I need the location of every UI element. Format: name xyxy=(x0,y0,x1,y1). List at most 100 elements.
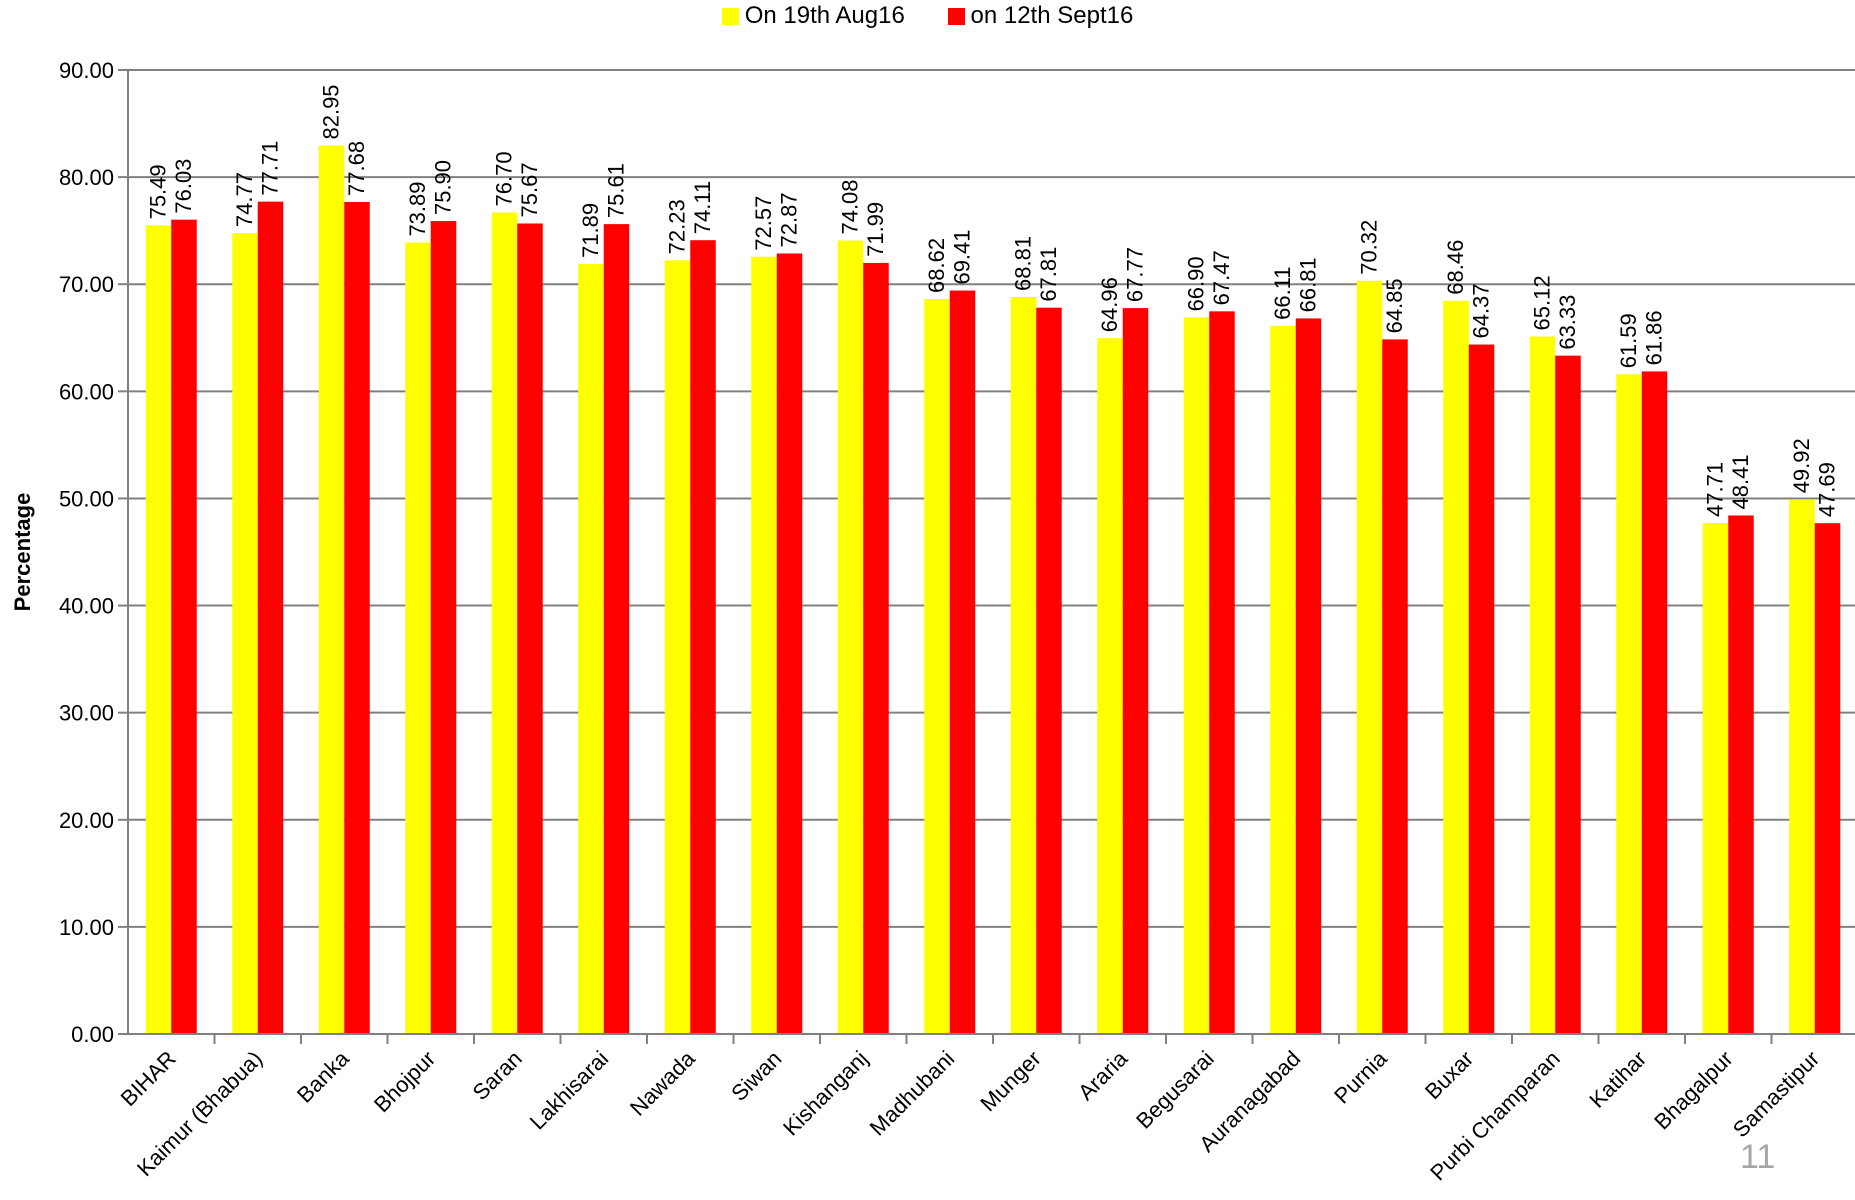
bar-aug xyxy=(578,263,604,1034)
bar-aug xyxy=(1270,325,1296,1035)
data-label: 47.69 xyxy=(1815,462,1840,517)
y-axis-title: Percentage xyxy=(10,493,35,612)
bar-aug xyxy=(924,299,950,1035)
bar-aug xyxy=(232,233,258,1034)
y-tick-label: 30.00 xyxy=(59,701,114,726)
bar-sept xyxy=(1555,355,1581,1034)
x-tick-label: Saran xyxy=(468,1046,527,1105)
x-tick-label: Kishanganj xyxy=(778,1046,873,1141)
y-tick-label: 20.00 xyxy=(59,808,114,833)
bar-aug xyxy=(664,260,691,1035)
x-tick-label: Bhagalpur xyxy=(1649,1046,1738,1135)
data-label: 70.32 xyxy=(1357,220,1382,275)
bar-sept xyxy=(257,201,284,1035)
data-label: 74.11 xyxy=(690,181,715,234)
y-tick-label: 60.00 xyxy=(59,379,114,404)
bar-aug xyxy=(1010,296,1037,1034)
data-label: 65.12 xyxy=(1530,275,1555,330)
bar-sept xyxy=(1036,307,1062,1034)
bar-sept xyxy=(171,219,197,1034)
bar-aug xyxy=(1702,522,1729,1034)
bar-aug xyxy=(837,240,864,1035)
bar-sept xyxy=(1641,371,1668,1035)
data-label: 72.87 xyxy=(777,192,802,247)
x-tick-label: Samastipur xyxy=(1728,1046,1824,1142)
bar-aug xyxy=(1356,280,1383,1034)
bar-aug xyxy=(145,225,172,1035)
data-label: 77.71 xyxy=(258,141,283,196)
data-label: 61.86 xyxy=(1642,310,1667,365)
legend-label-sept: on 12th Sept16 xyxy=(970,2,1134,29)
bar-aug xyxy=(405,242,431,1034)
data-label: 71.99 xyxy=(863,202,888,257)
y-tick-label: 90.00 xyxy=(59,58,114,83)
legend-swatch-sept xyxy=(947,7,965,25)
bar-aug xyxy=(1443,300,1469,1034)
bar-sept xyxy=(1122,308,1149,1034)
data-label: 47.71 xyxy=(1703,462,1728,517)
y-tick-label: 70.00 xyxy=(59,272,114,297)
data-label: 66.81 xyxy=(1296,257,1321,312)
bar-sept xyxy=(1814,523,1841,1034)
bar-aug xyxy=(318,145,345,1035)
x-tick-label: Banka xyxy=(292,1045,354,1107)
bar-sept xyxy=(690,240,716,1034)
legend-item-aug: On 19th Aug16 xyxy=(721,2,905,30)
bar-aug xyxy=(1789,499,1815,1034)
chart-legend: On 19th Aug16 on 12th Sept16 xyxy=(0,2,1855,32)
data-label: 68.46 xyxy=(1443,240,1468,295)
x-tick-label: Buxar xyxy=(1420,1046,1478,1104)
data-label: 76.70 xyxy=(492,151,517,206)
data-label: 74.08 xyxy=(838,179,863,234)
data-label: 66.90 xyxy=(1184,256,1209,311)
bar-aug xyxy=(751,256,777,1034)
data-label: 72.23 xyxy=(665,199,690,254)
data-label: 76.03 xyxy=(171,159,196,214)
data-label: 75.49 xyxy=(146,164,171,219)
legend-label-aug: On 19th Aug16 xyxy=(744,2,905,29)
bar-sept xyxy=(1209,311,1235,1035)
data-label: 69.41 xyxy=(950,229,975,284)
bar-sept xyxy=(603,224,630,1035)
slide-number: 11 xyxy=(1740,1138,1776,1176)
data-label: 74.77 xyxy=(232,172,257,227)
y-tick-label: 80.00 xyxy=(59,165,114,190)
data-label: 68.62 xyxy=(924,238,949,293)
bar-sept xyxy=(776,253,803,1035)
y-tick-label: 0.00 xyxy=(71,1022,114,1047)
data-label: 77.68 xyxy=(344,141,369,196)
data-label: 61.59 xyxy=(1616,313,1641,368)
x-tick-label: Nawada xyxy=(625,1045,700,1120)
bar-sept xyxy=(1295,318,1322,1035)
data-label: 67.47 xyxy=(1209,250,1234,305)
bar-aug xyxy=(1183,317,1210,1035)
data-label: 66.11 xyxy=(1270,266,1295,319)
legend-item-sept: on 12th Sept16 xyxy=(947,2,1134,30)
legend-swatch-aug xyxy=(721,7,739,25)
x-tick-label: Madhubani xyxy=(865,1046,960,1141)
bar-aug xyxy=(1616,374,1642,1034)
x-tick-label: Purnia xyxy=(1329,1045,1392,1108)
x-tick-label: Katihar xyxy=(1584,1046,1651,1113)
x-tick-label: Begusarai xyxy=(1131,1046,1219,1134)
data-label: 75.67 xyxy=(517,162,542,217)
bar-sept xyxy=(430,221,457,1034)
data-label: 64.37 xyxy=(1469,283,1494,338)
x-tick-label: Lakhisarai xyxy=(525,1046,614,1135)
data-label: 49.92 xyxy=(1789,438,1814,493)
y-tick-label: 50.00 xyxy=(59,486,114,511)
data-label: 71.89 xyxy=(578,203,603,258)
data-label: 67.81 xyxy=(1036,247,1061,302)
bar-sept xyxy=(1382,339,1408,1035)
data-label: 75.61 xyxy=(604,163,629,218)
bar-aug xyxy=(491,212,518,1035)
data-label: 82.95 xyxy=(319,84,344,139)
data-label: 75.90 xyxy=(431,160,456,215)
x-tick-label: BIHAR xyxy=(116,1046,181,1111)
bar-aug xyxy=(1529,336,1556,1034)
data-label: 73.89 xyxy=(405,181,430,236)
data-label: 67.77 xyxy=(1123,247,1148,302)
data-label: 64.85 xyxy=(1382,278,1407,333)
bar-sept xyxy=(949,290,976,1035)
